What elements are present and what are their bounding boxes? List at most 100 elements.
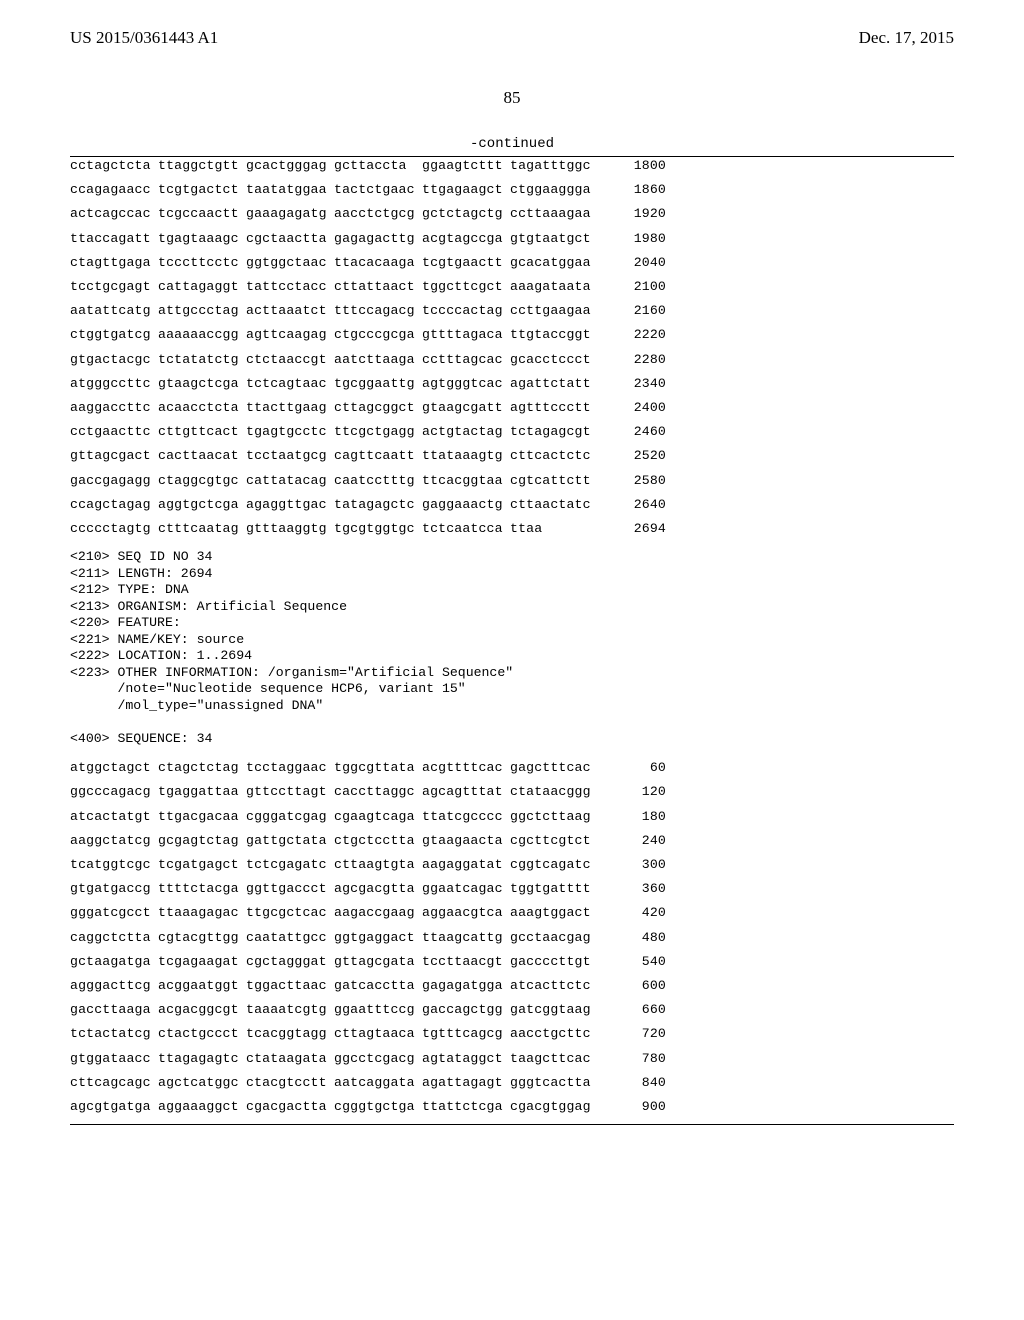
- seq-group: tctcaatcca: [422, 522, 510, 535]
- seq-group: ctataagata: [246, 1052, 334, 1065]
- seq-group: ctaggcgtgc: [158, 474, 246, 487]
- seq-group: gtgtaatgct: [510, 232, 598, 245]
- seq-position: 2520: [610, 449, 666, 462]
- seq-group: taaaatcgtg: [246, 1003, 334, 1016]
- seq-group: tctatatctg: [158, 353, 246, 366]
- seq-group: ttatcgcccc: [422, 810, 510, 823]
- seq-group: tcctaatgcg: [246, 449, 334, 462]
- seq-position: 900: [610, 1100, 666, 1113]
- seq-group: caatcctttg: [334, 474, 422, 487]
- seq-group: tccccactag: [422, 304, 510, 317]
- seq-group: caatattgcc: [246, 931, 334, 944]
- page-number: 85: [70, 88, 954, 108]
- seq-group: ctgctcctta: [334, 834, 422, 847]
- seq-group: ccagctagag: [70, 498, 158, 511]
- seq-group: gcttaccta: [334, 159, 422, 172]
- sequence-line: gtgactacgctctatatctgctctaaccgtaatcttaaga…: [70, 353, 954, 366]
- seq-group: tagatttggc: [510, 159, 598, 172]
- seq-group: ttcgctgagg: [334, 425, 422, 438]
- seq-group: cagttcaatt: [334, 449, 422, 462]
- seq-group: gtggataacc: [70, 1052, 158, 1065]
- seq-group: agtataggct: [422, 1052, 510, 1065]
- seq-position: 300: [610, 858, 666, 871]
- seq-group: gcacctccct: [510, 353, 598, 366]
- seq-group: gagagatgga: [422, 979, 510, 992]
- seq-position: 660: [610, 1003, 666, 1016]
- seq-group: gtttaaggtg: [246, 522, 334, 535]
- sequence-line: cctagctctattaggctgttgcactgggaggcttacctag…: [70, 159, 954, 172]
- seq-group: gctaagatga: [70, 955, 158, 968]
- seq-group: tctcagtaac: [246, 377, 334, 390]
- sequence-line: atgggccttcgtaagctcgatctcagtaactgcggaattg…: [70, 377, 954, 390]
- sequence-line: gaccttaagaacgacggcgttaaaatcgtgggaatttccg…: [70, 1003, 954, 1016]
- seq-position: 1800: [610, 159, 666, 172]
- seq-group: tcgtgactct: [158, 183, 246, 196]
- seq-group: agctcatggc: [158, 1076, 246, 1089]
- page: US 2015/0361443 A1 Dec. 17, 2015 85 -con…: [0, 0, 1024, 1183]
- seq-group: ttgcgctcac: [246, 906, 334, 919]
- seq-group: ggcccagacg: [70, 785, 158, 798]
- seq-group: ctagctctag: [158, 761, 246, 774]
- seq-group: ctacgtcctt: [246, 1076, 334, 1089]
- seq-group: ttaggctgtt: [158, 159, 246, 172]
- sequence-line: ccagagaacctcgtgactcttaatatggaatactctgaac…: [70, 183, 954, 196]
- seq-group: aatcaggata: [334, 1076, 422, 1089]
- seq-group: gagctttcac: [510, 761, 598, 774]
- seq-group: tatagagctc: [334, 498, 422, 511]
- sequence-line: ggcccagacgtgaggattaagttccttagtcaccttaggc…: [70, 785, 954, 798]
- seq-group: actgtactag: [422, 425, 510, 438]
- seq-group: tgagtgcctc: [246, 425, 334, 438]
- seq-group: tcctaggaac: [246, 761, 334, 774]
- seq-group: ttaccagatt: [70, 232, 158, 245]
- sequence-line: ctagttgagatcccttcctcggtggctaacttacacaaga…: [70, 256, 954, 269]
- seq-group: ccccctagtg: [70, 522, 158, 535]
- seq-group: gaccttaaga: [70, 1003, 158, 1016]
- seq-group: aggtgctcga: [158, 498, 246, 511]
- pub-date: Dec. 17, 2015: [859, 28, 954, 48]
- sequence-line: atcactatgtttgacgacaacgggatcgagcgaagtcaga…: [70, 810, 954, 823]
- sequence-line: tcatggtcgctcgatgagcttctcgagatccttaagtgta…: [70, 858, 954, 871]
- seq-group: ctataacggg: [510, 785, 598, 798]
- seq-group: ctttcaatag: [158, 522, 246, 535]
- seq-group: tccttaacgt: [422, 955, 510, 968]
- seq-group: tcatggtcgc: [70, 858, 158, 871]
- seq-group: gttttagaca: [422, 328, 510, 341]
- seq-group: aatattcatg: [70, 304, 158, 317]
- seq-group: gttccttagt: [246, 785, 334, 798]
- seq-group: ttcacggtaa: [422, 474, 510, 487]
- seq-group: ttttctacga: [158, 882, 246, 895]
- seq-group: cgtcattctt: [510, 474, 598, 487]
- seq-group: cttagtaaca: [334, 1027, 422, 1040]
- seq-group: tcacggtagg: [246, 1027, 334, 1040]
- seq-group: ttgacgacaa: [158, 810, 246, 823]
- seq-group: gaccgagagg: [70, 474, 158, 487]
- seq-group: actcagccac: [70, 207, 158, 220]
- seq-group: agcagtttat: [422, 785, 510, 798]
- seq-position: 240: [610, 834, 666, 847]
- seq-group: ttacacaaga: [334, 256, 422, 269]
- sequence-line: actcagccactcgccaacttgaaagagatgaacctctgcg…: [70, 207, 954, 220]
- seq-group: ctggaaggga: [510, 183, 598, 196]
- seq-group: gatcggtaag: [510, 1003, 598, 1016]
- seq-group: ggaatttccg: [334, 1003, 422, 1016]
- seq-group: cggtcagatc: [510, 858, 598, 871]
- seq-group: cctttagcac: [422, 353, 510, 366]
- seq-group: ccttaaagaa: [510, 207, 598, 220]
- seq-group: cattagaggt: [158, 280, 246, 293]
- seq-group: cttaactatc: [510, 498, 598, 511]
- seq-group: cttcactctc: [510, 449, 598, 462]
- seq-group: tcccttcctc: [158, 256, 246, 269]
- sequence-line: aatattcatgattgccctagacttaaatcttttccagacg…: [70, 304, 954, 317]
- seq-group: cgggtgctga: [334, 1100, 422, 1113]
- seq-group: gtaagcgatt: [422, 401, 510, 414]
- seq-group: agttcaagag: [246, 328, 334, 341]
- seq-position: 480: [610, 931, 666, 944]
- seq-group: ttaagcattg: [422, 931, 510, 944]
- seq-position: 2040: [610, 256, 666, 269]
- seq-position: 420: [610, 906, 666, 919]
- seq-group: ccagagaacc: [70, 183, 158, 196]
- seq-group: agcgtgatga: [70, 1100, 158, 1113]
- seq-position: 180: [610, 810, 666, 823]
- seq-group: tcgccaactt: [158, 207, 246, 220]
- seq-group: ctgcccgcga: [334, 328, 422, 341]
